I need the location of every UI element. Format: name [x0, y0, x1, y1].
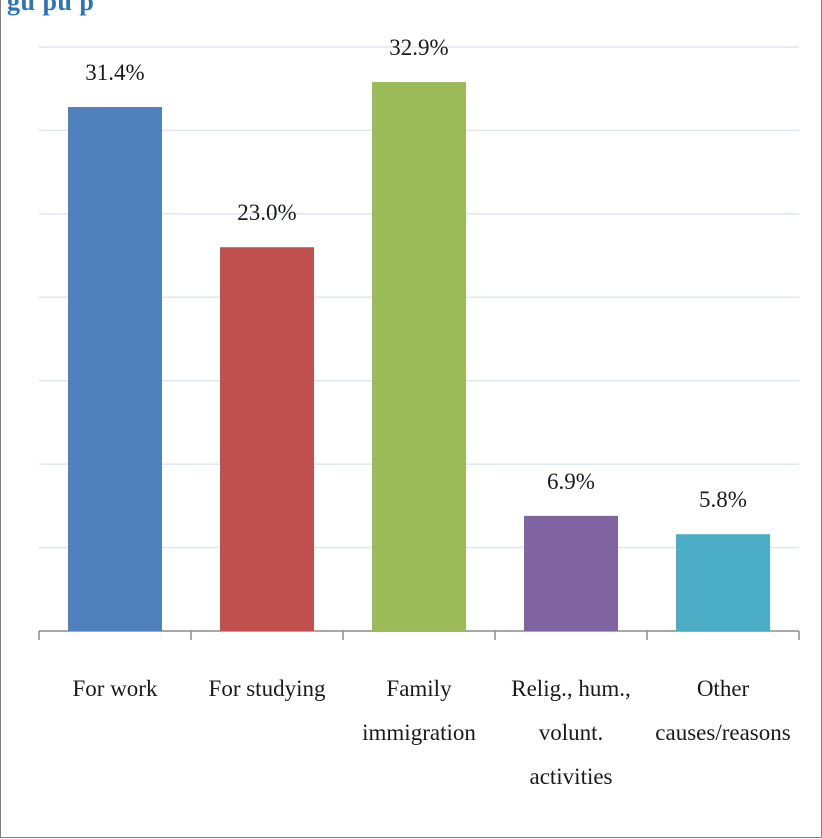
x-axis [38, 630, 800, 640]
value-labels: 31.4% 23.0% 32.9% 6.9% 5.8% [85, 35, 747, 512]
x-tick-label: Relig., hum., [511, 676, 630, 701]
chart-title-clipped: gu pu p [7, 0, 95, 16]
category-labels: For work For studying Family immigration Rel… [73, 676, 791, 789]
bars [68, 82, 770, 632]
x-tick-label: causes/reasons [655, 720, 790, 745]
bar [524, 515, 618, 631]
bar [68, 107, 162, 631]
x-tick-label: immigration [362, 720, 476, 745]
x-tick-label: Other [697, 676, 750, 701]
x-tick-label: activities [529, 764, 612, 789]
x-tick-label: volunt. [539, 720, 604, 745]
bar [676, 534, 770, 631]
x-tick-label: For work [73, 676, 158, 701]
data-label: 23.0% [237, 200, 296, 225]
data-label: 6.9% [547, 469, 595, 494]
x-tick-label: For studying [209, 676, 326, 701]
data-label: 5.8% [699, 487, 747, 512]
bar [372, 82, 466, 632]
x-tick-label: Family [386, 676, 452, 701]
bar [220, 247, 314, 631]
data-label: 31.4% [85, 60, 144, 85]
data-label: 32.9% [389, 35, 448, 60]
